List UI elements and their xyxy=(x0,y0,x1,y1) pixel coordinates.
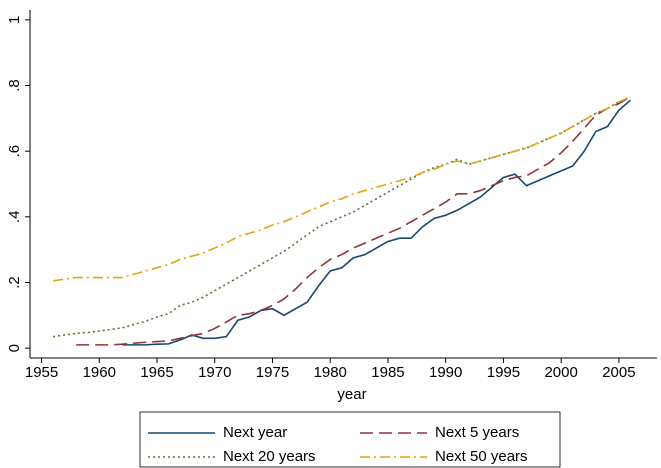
legend-label: Next 50 years xyxy=(435,448,528,465)
y-tick-label: .6 xyxy=(6,145,23,158)
x-tick-label: 1965 xyxy=(140,364,173,381)
series-line xyxy=(76,96,631,346)
legend-box xyxy=(139,411,561,468)
series-line xyxy=(52,96,631,282)
series-line xyxy=(52,96,631,338)
legend-label: Next year xyxy=(223,424,287,441)
series-line xyxy=(122,99,631,346)
x-tick-label: 1960 xyxy=(83,364,116,381)
x-tick-label: 2005 xyxy=(602,364,635,381)
x-tick-label: 2000 xyxy=(544,364,577,381)
y-tick-label: 0 xyxy=(6,344,23,352)
y-tick-label: 1 xyxy=(6,16,23,24)
x-tick-label: 1955 xyxy=(25,364,58,381)
x-tick-label: 1985 xyxy=(371,364,404,381)
legend-label: Next 20 years xyxy=(223,448,316,465)
y-tick-label: .2 xyxy=(6,276,23,289)
x-axis-label: year xyxy=(337,386,366,403)
y-tick-label: .8 xyxy=(6,79,23,92)
x-tick-label: 1980 xyxy=(314,364,347,381)
legend-label: Next 5 years xyxy=(435,424,519,441)
x-tick-label: 1970 xyxy=(198,364,231,381)
x-tick-label: 1990 xyxy=(429,364,462,381)
y-tick-label: .4 xyxy=(6,211,23,224)
x-tick-label: 1975 xyxy=(256,364,289,381)
x-tick-label: 1995 xyxy=(487,364,520,381)
